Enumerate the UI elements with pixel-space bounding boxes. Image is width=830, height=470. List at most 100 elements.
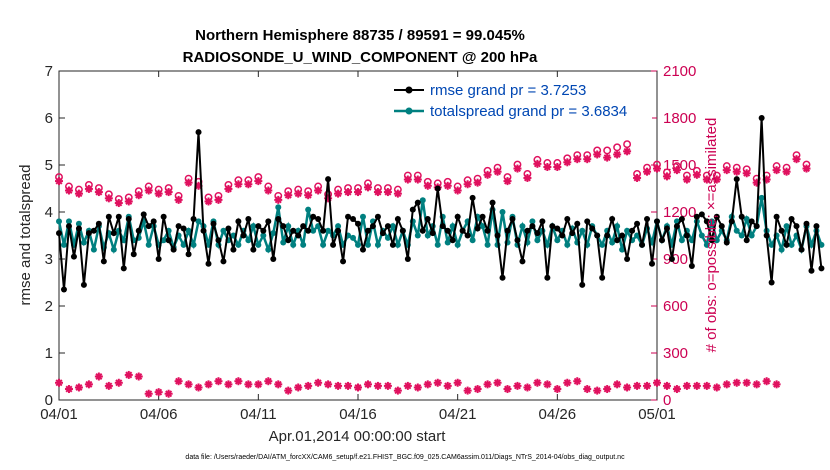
- obs-assimilated-lower-marker: [463, 386, 472, 395]
- series-spread-point: [449, 223, 456, 230]
- series-rmse-point: [564, 216, 571, 223]
- series-rmse-point: [80, 281, 87, 288]
- series-rmse-point: [150, 218, 157, 225]
- x-tick-label: 04/21: [439, 406, 477, 423]
- obs-assimilated-marker: [573, 155, 582, 164]
- series-rmse-point: [265, 218, 272, 225]
- series-spread-point: [270, 230, 277, 237]
- obs-assimilated-lower-marker: [533, 378, 542, 387]
- series-rmse-point: [225, 225, 232, 232]
- series-rmse-point: [614, 237, 621, 244]
- series-rmse-point: [275, 216, 282, 223]
- series-spread-point: [255, 241, 262, 248]
- obs-assimilated-lower-marker: [543, 380, 552, 389]
- series-spread-point: [220, 227, 227, 234]
- obs-assimilated-marker: [254, 177, 263, 186]
- obs-assimilated-marker: [443, 181, 452, 190]
- series-spread-point: [355, 241, 361, 248]
- series-rmse-line: [58, 117, 823, 290]
- series-rmse-point: [748, 218, 755, 225]
- series-spread-point: [414, 232, 421, 239]
- obs-assimilated-lower-marker: [174, 377, 183, 386]
- series-rmse-point: [654, 218, 660, 225]
- series-spread-point: [195, 218, 202, 225]
- obs-assimilated-marker: [623, 147, 632, 156]
- series-rmse-point: [728, 218, 735, 225]
- obs-assimilated-marker: [453, 186, 462, 195]
- obs-assimilated-marker: [224, 184, 233, 193]
- obs-assimilated-lower-marker: [154, 388, 163, 397]
- obs-assimilated-marker: [204, 197, 213, 206]
- obs-assimilated-marker: [533, 159, 542, 168]
- series-spread-point: [529, 218, 536, 225]
- obs-assimilated-marker: [94, 188, 103, 197]
- series-spread-point: [564, 241, 571, 248]
- series-spread-point: [180, 241, 187, 248]
- series-rmse-point: [479, 213, 486, 220]
- series-rmse-point: [205, 260, 212, 267]
- obs-assimilated-marker: [613, 150, 622, 159]
- x-axis-label: Apr.01,2014 00:00:00 start: [269, 428, 447, 445]
- series-spread-point: [80, 239, 87, 246]
- obs-assimilated-marker: [702, 175, 711, 184]
- legend-box: [388, 80, 652, 120]
- series-rmse-point: [270, 256, 277, 262]
- obs-assimilated-lower-marker: [513, 381, 522, 390]
- obs-assimilated-lower-marker: [692, 381, 701, 390]
- y-left-tick-label: 7: [45, 63, 53, 80]
- series-rmse-point: [165, 237, 172, 244]
- obs-assimilated-marker: [712, 175, 721, 184]
- obs-assimilated-lower-marker: [503, 385, 512, 394]
- obs-assimilated-marker: [463, 180, 472, 189]
- series-rmse-point: [449, 237, 456, 244]
- obs-assimilated-lower-marker: [124, 370, 133, 379]
- series-rmse-point: [300, 223, 307, 230]
- y-left-tick-label: 0: [45, 392, 53, 409]
- obs-assimilated-marker: [643, 167, 652, 176]
- legend-spread-label: totalspread grand pr = 3.6834: [430, 103, 627, 120]
- obs-assimilated-lower-marker: [274, 380, 283, 389]
- series-rmse-point: [459, 227, 466, 234]
- obs-assimilated-marker: [782, 167, 791, 176]
- legend: rmse grand pr = 3.7253 totalspread grand…: [388, 80, 652, 120]
- series-rmse-point: [768, 279, 775, 286]
- chart-title-line2: RADIOSONDE_U_WIND_COMPONENT @ 200 hPa: [183, 49, 538, 66]
- series-rmse-point: [305, 227, 312, 234]
- obs-assimilated-lower-marker: [762, 377, 771, 386]
- series-spread-point: [110, 246, 117, 253]
- series-spread-point: [245, 237, 252, 244]
- obs-assimilated-lower-marker: [672, 385, 681, 394]
- obs-assimilated-lower-marker: [573, 377, 582, 386]
- series-rmse-point: [798, 246, 805, 253]
- obs-assimilated-lower-marker: [742, 378, 751, 387]
- obs-assimilated-marker: [672, 166, 681, 175]
- series-rmse-point: [85, 230, 92, 237]
- series-rmse-point: [180, 225, 187, 232]
- obs-assimilated-marker: [513, 164, 522, 173]
- series-rmse-point: [594, 232, 601, 239]
- obs-assimilated-marker: [114, 199, 123, 208]
- series-rmse-point: [215, 237, 222, 244]
- obs-assimilated-lower-marker: [772, 380, 781, 389]
- obs-assimilated-marker: [304, 191, 313, 200]
- series-spread-point: [519, 223, 526, 230]
- obs-assimilated-marker: [134, 191, 143, 200]
- series-rmse-point: [634, 220, 641, 227]
- series-spread-point: [250, 223, 257, 230]
- series-rmse-point: [419, 227, 426, 234]
- series-rmse-point: [504, 227, 511, 234]
- series-spread-point: [56, 218, 62, 225]
- obs-assimilated-marker: [354, 188, 362, 197]
- series-rmse-point: [464, 232, 471, 239]
- obs-assimilated-marker: [473, 178, 482, 187]
- series-rmse-point: [404, 256, 411, 262]
- series-spread-point: [320, 241, 327, 248]
- obs-assimilated-marker: [403, 175, 412, 184]
- x-tick-label: 04/26: [539, 406, 577, 423]
- obs-assimilated-marker: [314, 186, 323, 195]
- series-rmse-point: [733, 176, 740, 183]
- series-spread-point: [758, 194, 765, 201]
- series-rmse-point: [65, 223, 72, 230]
- series-rmse-point: [818, 265, 825, 272]
